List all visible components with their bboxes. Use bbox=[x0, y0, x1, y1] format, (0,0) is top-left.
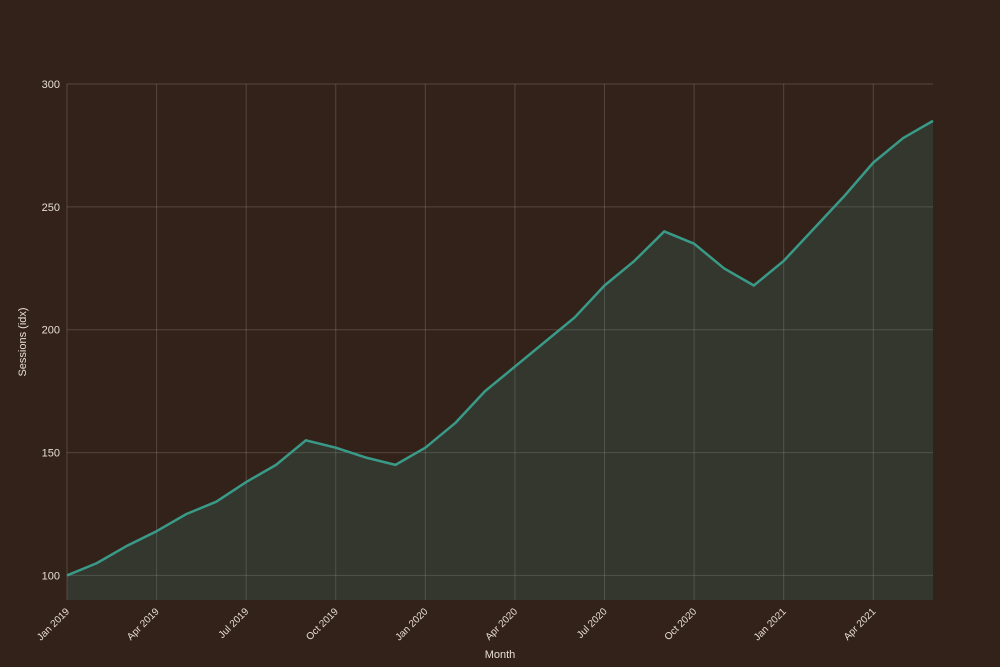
y-axis-label: Sessions (idx) bbox=[17, 307, 29, 376]
x-tick-label: Jan 2021 bbox=[752, 606, 789, 643]
y-tick-label: 250 bbox=[42, 202, 60, 214]
y-tick-label: 100 bbox=[42, 570, 60, 582]
line bbox=[66, 119, 934, 577]
x-tick-label: Apr 2021 bbox=[842, 606, 879, 643]
x-tick-label: Oct 2020 bbox=[663, 606, 700, 643]
y-tick-label: 150 bbox=[42, 448, 60, 460]
y-tick-label: 200 bbox=[42, 325, 60, 337]
y-tick-label: 300 bbox=[42, 79, 60, 91]
x-tick-label: Apr 2019 bbox=[125, 606, 162, 643]
x-tick-label: Oct 2019 bbox=[304, 606, 341, 643]
x-tick-label: Jan 2019 bbox=[35, 606, 72, 643]
x-axis-label: Month bbox=[485, 649, 516, 661]
x-tick-label: Apr 2020 bbox=[484, 606, 521, 643]
area-fill bbox=[67, 120, 933, 600]
x-tick-label: Jan 2020 bbox=[394, 606, 431, 643]
x-tick-label: Jul 2019 bbox=[217, 606, 252, 641]
x-tick-label: Jul 2020 bbox=[575, 606, 610, 641]
